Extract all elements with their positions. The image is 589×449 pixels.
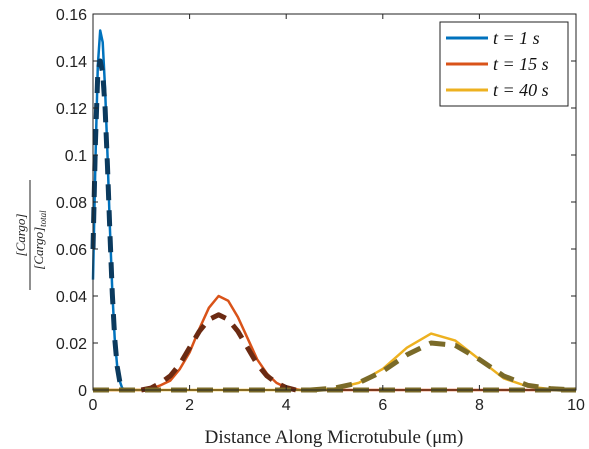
x-tick-label: 8 xyxy=(475,397,484,414)
dashed-series-line-4 xyxy=(140,312,297,393)
y-axis-title: [Cargo] [Cargo]total xyxy=(13,180,48,290)
y-axis-label-denominator-main: [Cargo] xyxy=(31,227,46,270)
y-tick-label: 0.08 xyxy=(56,195,87,212)
y-tick-label: 0.04 xyxy=(56,289,87,306)
y-axis-label-denominator: [Cargo]total xyxy=(31,210,48,270)
x-axis-title: Distance Along Microtubule (μm) xyxy=(205,427,464,448)
legend-entry: t = 15 s xyxy=(493,54,549,74)
y-axis-label-denominator-sub: total xyxy=(38,210,48,227)
legend-entry: t = 1 s xyxy=(493,28,540,48)
x-tick-label: 6 xyxy=(378,397,387,414)
y-tick-label: 0 xyxy=(78,383,87,400)
y-axis-label-numerator: [Cargo] xyxy=(13,214,28,257)
y-tick-label: 0.06 xyxy=(56,242,87,259)
ticks-layer: 0 2 4 6 8 10 0 0.02 0.04 0.06 0.08 0.1 0.12 0.14 0.16 xyxy=(56,7,585,414)
y-tick-label: 0.14 xyxy=(56,54,87,71)
y-tick-label: 0.1 xyxy=(65,148,87,165)
dashed-series-line-5 xyxy=(310,340,577,393)
legend-entry: t = 40 s xyxy=(493,80,549,100)
x-tick-label: 4 xyxy=(282,397,291,414)
dashed-series-line-3 xyxy=(90,58,125,391)
y-tick-label: 0.16 xyxy=(56,7,87,24)
x-tick-label: 10 xyxy=(567,397,585,414)
x-tick-label: 2 xyxy=(185,397,194,414)
x-tick-label: 0 xyxy=(89,397,98,414)
series-line-1 xyxy=(93,294,576,392)
legend: t = 1 s t = 15 s t = 40 s xyxy=(439,21,569,107)
y-tick-label: 0.02 xyxy=(56,336,87,353)
y-tick-label: 0.12 xyxy=(56,101,87,118)
